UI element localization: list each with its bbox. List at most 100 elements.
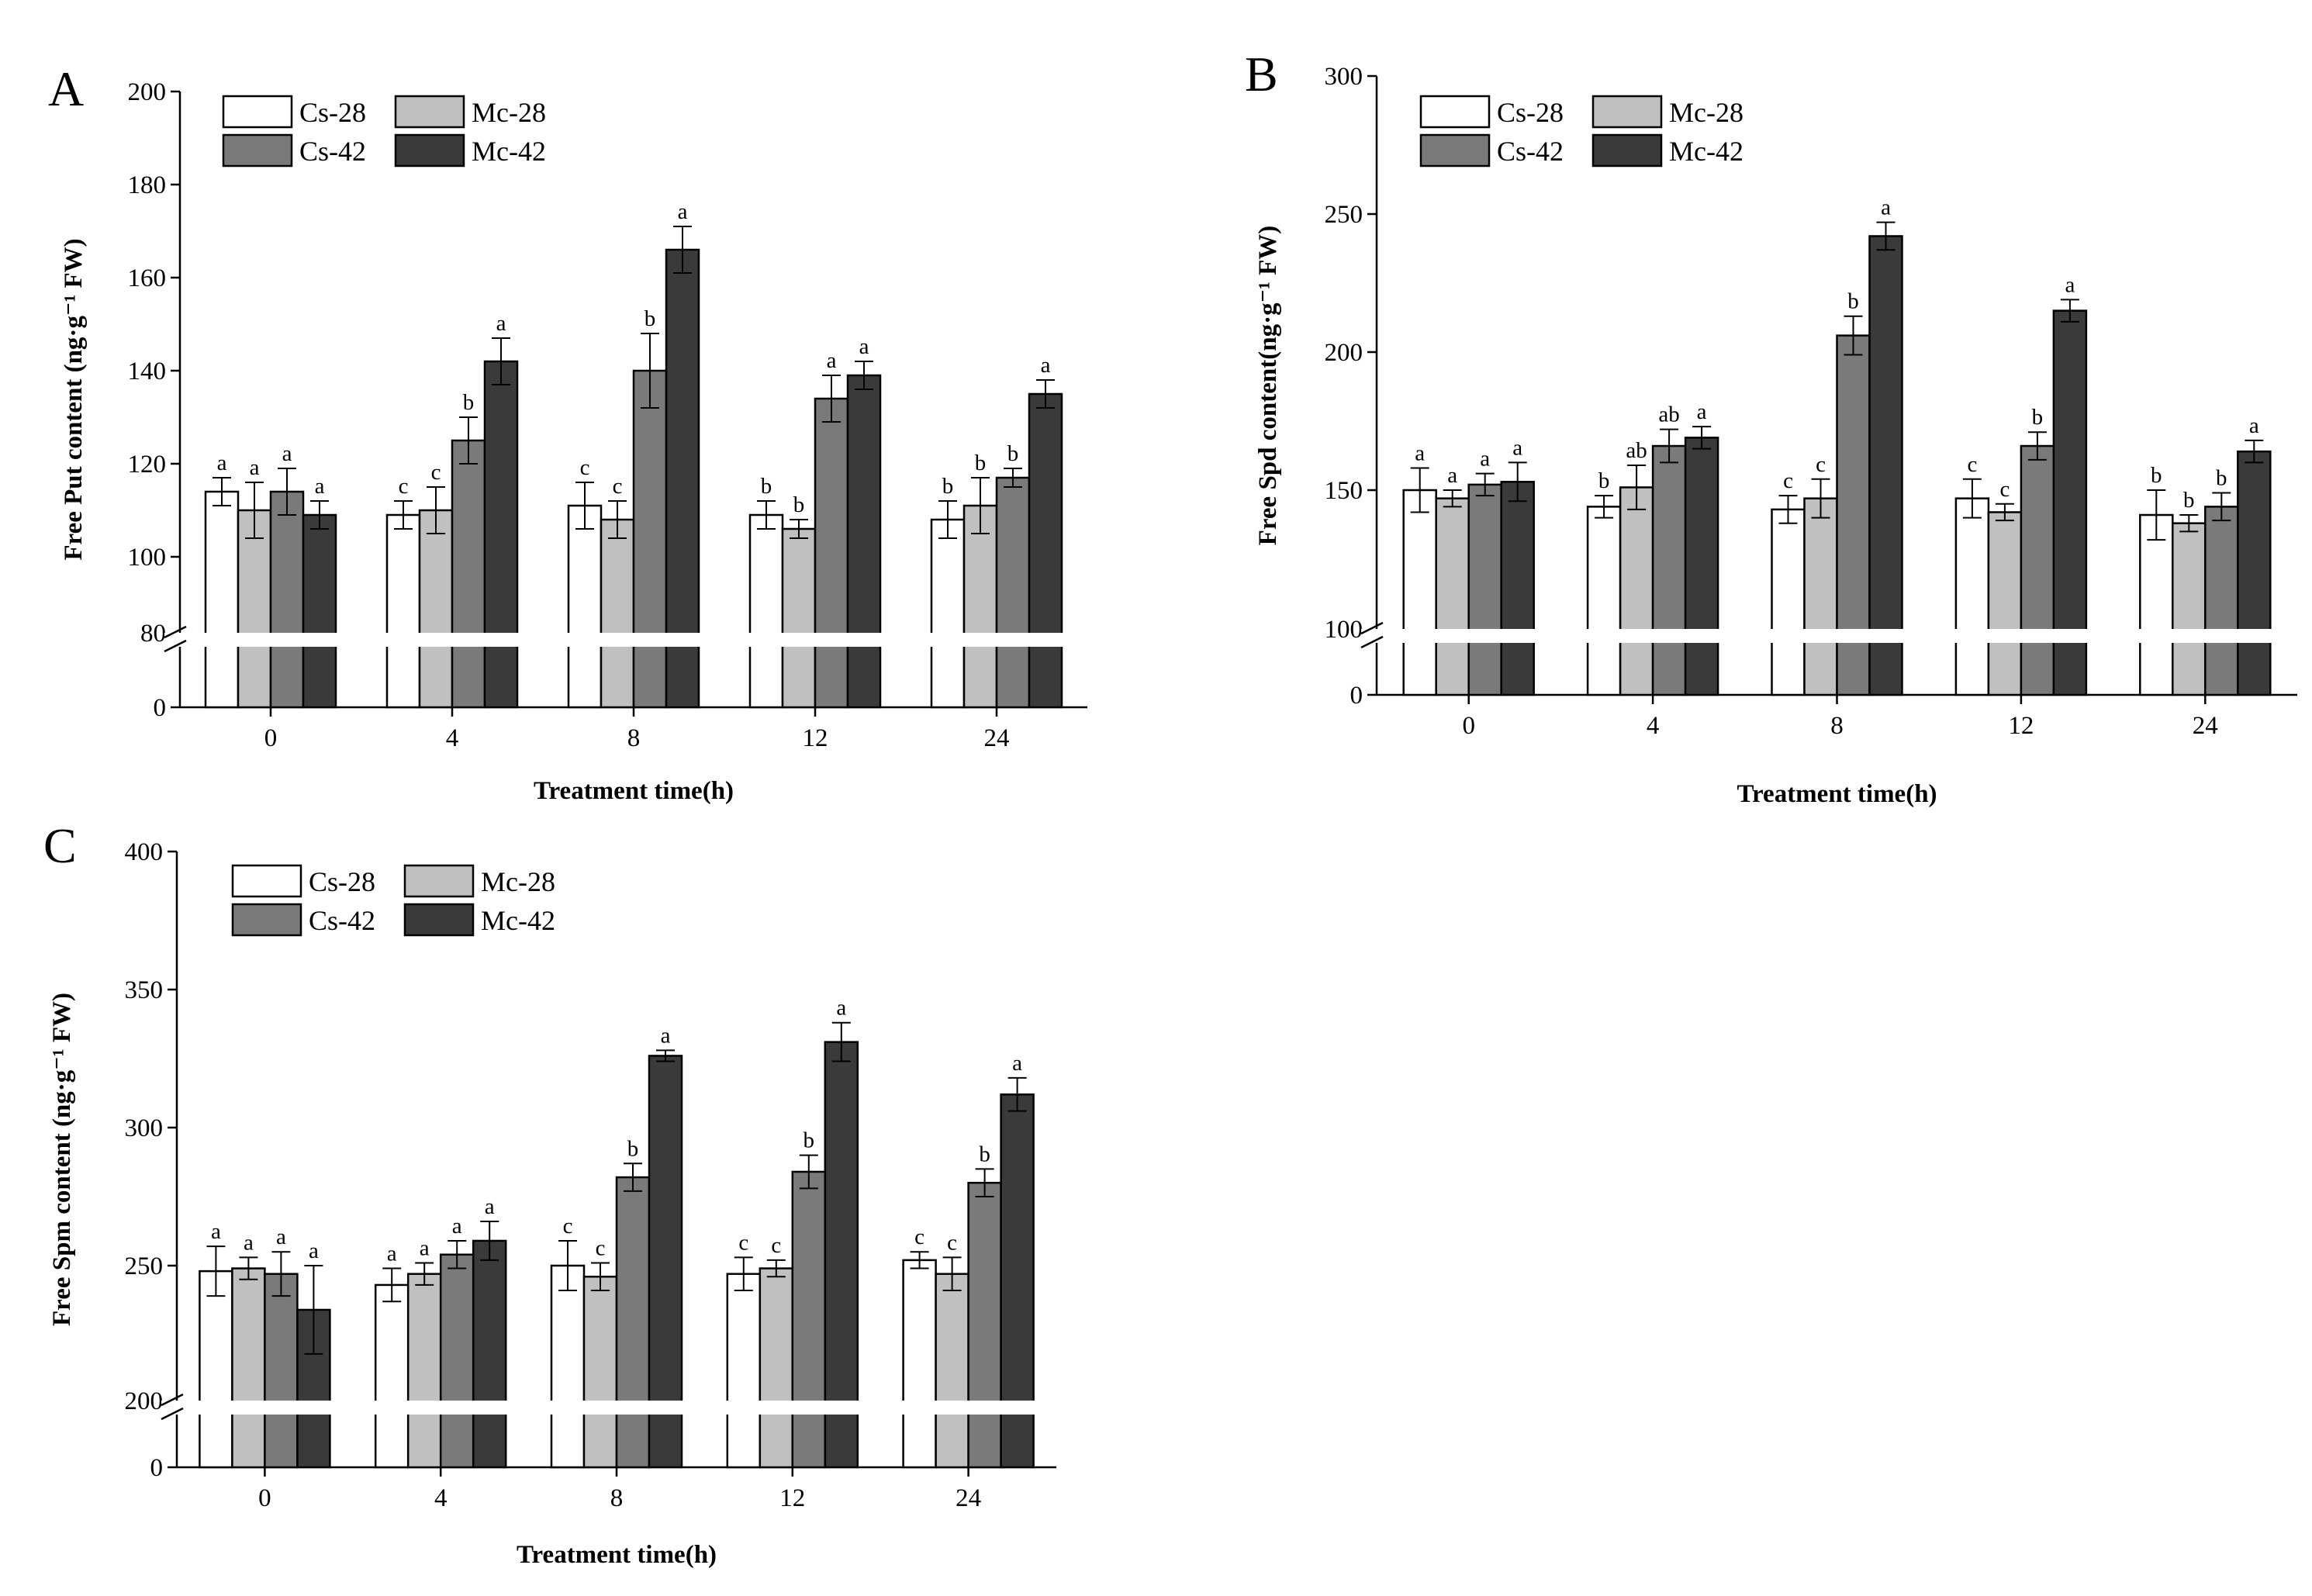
significance-letter: a bbox=[661, 1023, 671, 1048]
significance-letter: b bbox=[1847, 289, 1859, 314]
significance-letter: b bbox=[793, 492, 805, 517]
y-axis-title: Free Spd content(ng·g⁻¹ FW) bbox=[1254, 226, 1282, 546]
axis-break-mark bbox=[164, 639, 187, 653]
significance-letter: c bbox=[431, 460, 441, 485]
legend-swatch bbox=[403, 864, 475, 898]
x-axis-title: Treatment time(h) bbox=[534, 777, 734, 805]
axis-break-gap bbox=[164, 633, 1092, 647]
bar bbox=[199, 1270, 233, 1469]
significance-letter: c bbox=[613, 474, 623, 499]
legend-label: Cs-42 bbox=[1497, 136, 1564, 167]
legend-swatch bbox=[1419, 95, 1491, 129]
legend-swatch bbox=[403, 903, 475, 937]
legend-label: Mc-42 bbox=[1669, 136, 1744, 167]
significance-letter: c bbox=[1783, 468, 1793, 493]
bar bbox=[302, 513, 337, 709]
axis-break-mark bbox=[161, 1393, 184, 1407]
bar bbox=[451, 439, 486, 709]
bar bbox=[962, 504, 998, 709]
legend-label: Mc-42 bbox=[481, 905, 555, 936]
legend-label: Mc-28 bbox=[1669, 97, 1744, 128]
bar bbox=[935, 1273, 969, 1469]
bar bbox=[615, 1176, 651, 1469]
y-axis-title: Free Put content (ng·g⁻¹ FW) bbox=[60, 238, 88, 560]
y-tick-label: 160 bbox=[128, 264, 167, 292]
y-tick-label: 350 bbox=[125, 976, 164, 1004]
significance-letter: a bbox=[244, 1230, 254, 1255]
y-tick-label: 250 bbox=[125, 1252, 164, 1280]
legend-swatch bbox=[231, 903, 302, 937]
x-tick-label: 24 bbox=[2193, 712, 2218, 740]
x-tick-label: 8 bbox=[627, 724, 641, 752]
significance-letter: a bbox=[1512, 435, 1522, 460]
significance-letter: c bbox=[771, 1233, 781, 1258]
significance-letter: ab bbox=[1626, 438, 1647, 463]
significance-letter: b bbox=[1007, 441, 1019, 466]
significance-letter: a bbox=[1697, 399, 1707, 424]
axis-break-gap bbox=[1361, 629, 2302, 643]
significance-letter: a bbox=[2249, 413, 2259, 438]
significance-letter: b bbox=[463, 390, 475, 415]
significance-letter: a bbox=[211, 1219, 221, 1244]
significance-letter: a bbox=[387, 1242, 397, 1266]
y-tick-label: 180 bbox=[128, 171, 167, 199]
y-tick-label: 120 bbox=[128, 451, 167, 478]
y-tick-label: 0 bbox=[150, 1454, 164, 1482]
significance-letter: a bbox=[315, 474, 325, 499]
bar bbox=[374, 1283, 410, 1469]
y-break-label: 200 bbox=[125, 1387, 164, 1415]
significance-letter: a bbox=[1480, 447, 1490, 472]
bar bbox=[759, 1267, 794, 1469]
bar bbox=[791, 1170, 827, 1469]
y-tick-label: 400 bbox=[125, 838, 164, 866]
significance-letter: a bbox=[1012, 1051, 1022, 1076]
x-tick-label: 24 bbox=[956, 1484, 981, 1512]
bar bbox=[632, 369, 668, 709]
significance-letter: a bbox=[1415, 441, 1425, 466]
bar bbox=[748, 513, 784, 709]
x-tick-label: 4 bbox=[434, 1484, 448, 1512]
bar bbox=[902, 1259, 937, 1469]
legend-label: Mc-28 bbox=[472, 97, 546, 128]
bar bbox=[1619, 486, 1654, 696]
bar bbox=[1771, 508, 1806, 696]
significance-letter: b bbox=[645, 306, 656, 331]
y-tick-label: 200 bbox=[128, 78, 167, 106]
significance-letter: b bbox=[2183, 488, 2195, 513]
bar bbox=[665, 248, 700, 709]
x-axis-title: Treatment time(h) bbox=[517, 1541, 717, 1569]
legend-swatch bbox=[1591, 133, 1663, 168]
bar bbox=[1028, 392, 1063, 709]
y-tick-label: 140 bbox=[128, 358, 167, 385]
significance-letter: c bbox=[1999, 477, 2010, 502]
significance-letter: a bbox=[485, 1194, 495, 1219]
significance-letter: a bbox=[678, 199, 688, 224]
panel-letter: A bbox=[48, 61, 84, 116]
bar bbox=[385, 513, 421, 709]
bar bbox=[296, 1308, 331, 1469]
bar bbox=[231, 1267, 266, 1469]
bar bbox=[269, 490, 305, 709]
bar bbox=[472, 1239, 507, 1469]
y-tick-label: 150 bbox=[1325, 477, 1363, 505]
legend-label: Cs-28 bbox=[299, 97, 366, 128]
x-tick-label: 4 bbox=[1647, 712, 1660, 740]
legend-label: Cs-42 bbox=[309, 905, 375, 936]
legend-swatch bbox=[222, 133, 293, 168]
bar bbox=[781, 527, 817, 709]
x-tick-label: 12 bbox=[803, 724, 828, 752]
significance-letter: c bbox=[1816, 452, 1826, 477]
significance-letter: a bbox=[250, 455, 260, 480]
y-break-label: 100 bbox=[1325, 616, 1363, 644]
bar bbox=[2172, 522, 2207, 696]
axis-break-mark bbox=[161, 1407, 184, 1421]
significance-letter: a bbox=[276, 1225, 286, 1249]
legend: Cs-28 Mc-28 Cs-42 Mc-42 bbox=[1419, 95, 1744, 168]
bar bbox=[550, 1264, 586, 1469]
significance-letter: b bbox=[975, 451, 987, 475]
bar bbox=[967, 1181, 1002, 1469]
significance-letter: a bbox=[282, 441, 292, 466]
x-tick-label: 24 bbox=[984, 724, 1010, 752]
significance-letter: a bbox=[309, 1238, 319, 1263]
x-axis-title: Treatment time(h) bbox=[1737, 780, 1937, 808]
